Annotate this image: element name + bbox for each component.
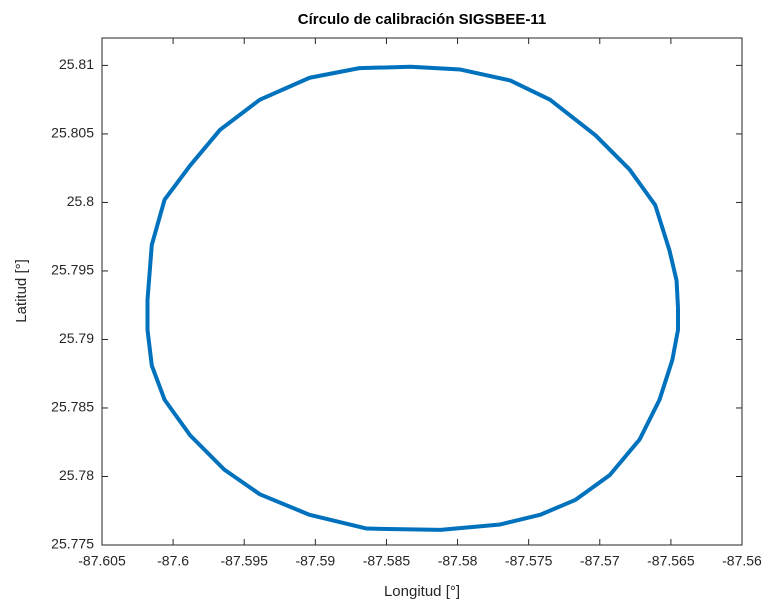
x-tick-label: -87.575	[505, 553, 553, 569]
y-tick-label: 25.81	[59, 56, 94, 72]
x-axis-label: Longitud [°]	[384, 583, 460, 600]
x-tick-label: -87.595	[220, 553, 268, 569]
x-tick-label: -87.585	[363, 553, 411, 569]
plot-box	[101, 37, 743, 546]
y-tick-label: 25.805	[51, 125, 94, 141]
x-tick-label: -87.56	[722, 553, 762, 569]
x-tick-label: -87.6	[157, 553, 189, 569]
x-tick-label: -87.605	[78, 553, 126, 569]
y-tick-label: 25.795	[51, 262, 94, 278]
data-line	[145, 64, 680, 532]
x-tick-label: -87.57	[580, 553, 620, 569]
x-tick-label: -87.58	[438, 553, 478, 569]
y-tick-label: 25.785	[51, 399, 94, 415]
y-tick-label: 25.79	[59, 330, 94, 346]
y-axis-label: Latitud [°]	[13, 259, 30, 323]
x-tick-label: -87.59	[295, 553, 335, 569]
chart-title: Círculo de calibración SIGSBEE-11	[298, 11, 546, 28]
y-tick-label: 25.8	[67, 193, 94, 209]
y-tick-label: 25.78	[59, 467, 94, 483]
x-tick-label: -87.565	[647, 553, 695, 569]
y-tick-label: 25.775	[51, 536, 94, 552]
